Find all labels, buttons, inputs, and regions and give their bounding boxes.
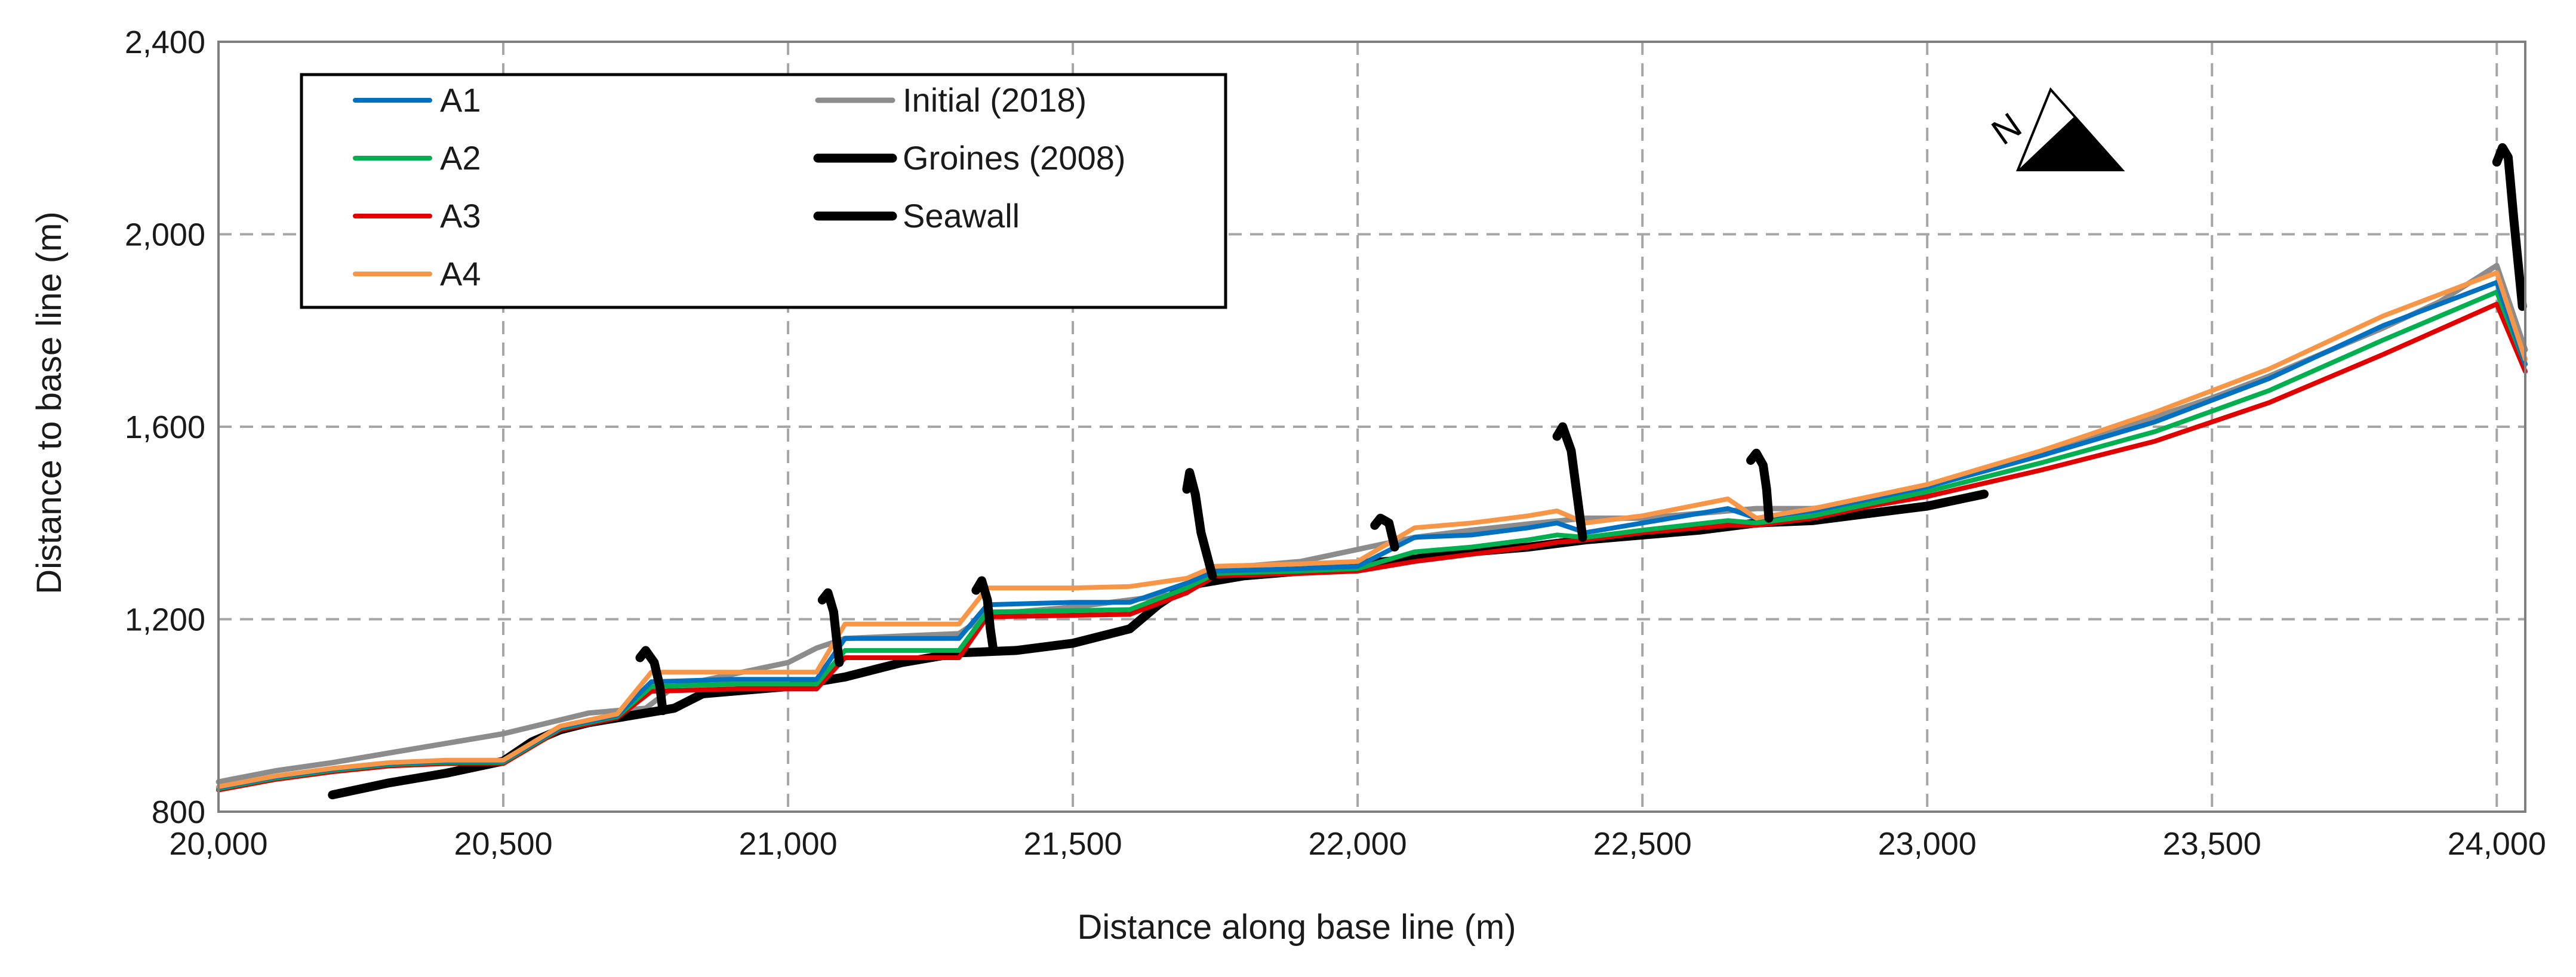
series-groines-2008-7 (1746, 448, 1774, 523)
legend-label-a4: A4 (440, 255, 481, 292)
y-tick-label-3: 2,000 (125, 217, 205, 253)
series-groines-2008-8 (2492, 143, 2527, 311)
north-arrow-fill (2018, 116, 2122, 170)
series-groines-2008-2 (817, 588, 844, 667)
north-arrow-label: N (1984, 105, 2029, 153)
legend-label-a2: A2 (440, 139, 481, 177)
legend-label-a1: A1 (440, 81, 481, 119)
series-groines-2008-4 (1182, 468, 1217, 581)
series-groines-2008-5 (1370, 513, 1399, 552)
series-groines-2008-6 (1552, 422, 1587, 542)
legend-label-groines-2008: Groines (2008) (903, 139, 1126, 177)
x-tick-label-5: 22,500 (1593, 826, 1692, 862)
y-tick-label-1: 1,200 (125, 602, 205, 638)
series-a1 (216, 280, 2528, 790)
plot-area-frame (217, 41, 2526, 813)
x-tick-label-8: 24,000 (2448, 826, 2546, 862)
chart-legend: A1 A2 A3 A4 Initial (2018) Groines (2008) Seaw… (300, 73, 1227, 309)
legend-label-a3: A3 (440, 197, 481, 235)
x-tick-label-0: 20,000 (169, 826, 267, 862)
plot-series (216, 143, 2528, 800)
x-axis-title: Distance along base line (m) (1077, 908, 1516, 947)
x-tick-label-4: 22,000 (1309, 826, 1407, 862)
series-groines-2008-1 (635, 646, 667, 716)
x-tick-label-3: 21,500 (1024, 826, 1122, 862)
series-a2 (216, 289, 2528, 791)
y-tick-label-0: 800 (152, 794, 205, 830)
north-arrow: N (1984, 87, 2125, 171)
y-tick-label-4: 2,400 (125, 24, 205, 60)
x-tick-label-2: 21,000 (738, 826, 837, 862)
legend-box (300, 73, 1227, 309)
axis-tick-labels: 20,000 20,500 21,000 21,500 22,000 22,500 23,0… (125, 24, 2546, 862)
x-tick-label-1: 20,500 (454, 826, 552, 862)
y-axis-title: Distance to base line (m) (30, 211, 69, 594)
x-tick-label-6: 23,000 (1878, 826, 1977, 862)
y-tick-label-2: 1,600 (125, 409, 205, 445)
series-groines-2008-3 (971, 576, 998, 653)
series-seawall (328, 489, 1989, 800)
legend-label-seawall: Seawall (903, 197, 1020, 235)
series-a4 (216, 270, 2528, 790)
x-tick-label-7: 23,500 (2163, 826, 2261, 862)
legend-label-initial-2018: Initial (2018) (903, 81, 1087, 119)
